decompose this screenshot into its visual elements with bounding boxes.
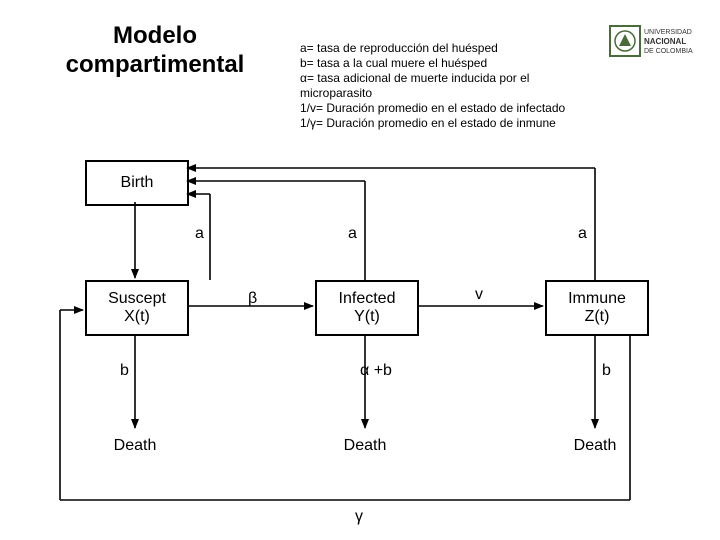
label-a1: a — [195, 225, 204, 243]
label-a2: a — [348, 225, 357, 243]
diagram-canvas: Modelo compartimental a= tasa de reprodu… — [0, 0, 720, 540]
page-title: Modelo compartimental — [40, 22, 270, 80]
svg-text:DE COLOMBIA: DE COLOMBIA — [644, 48, 693, 55]
death-node-2: Death — [315, 430, 415, 462]
title-text: Modelo compartimental — [66, 22, 245, 78]
parameter-description: a= tasa de reproducción del huésped b= t… — [300, 26, 600, 131]
susceptible-node: Suscept X(t) — [85, 280, 189, 336]
label-gamma: γ — [355, 508, 363, 526]
infected-line1: Infected — [339, 290, 396, 308]
label-a3: a — [578, 225, 587, 243]
death2-label: Death — [344, 437, 387, 455]
death-node-1: Death — [85, 430, 185, 462]
immune-node: Immune Z(t) — [545, 280, 649, 336]
suscept-line2: X(t) — [124, 308, 150, 326]
death3-label: Death — [574, 437, 617, 455]
svg-text:NACIONAL: NACIONAL — [644, 37, 686, 46]
label-v: v — [475, 286, 483, 304]
label-alpha-b: α +b — [360, 362, 392, 380]
label-beta: β — [248, 290, 257, 308]
infected-line2: Y(t) — [354, 308, 380, 326]
immune-line2: Z(t) — [585, 308, 610, 326]
label-b1: b — [120, 362, 129, 380]
birth-node: Birth — [85, 160, 189, 206]
death1-label: Death — [114, 437, 157, 455]
immune-line1: Immune — [568, 290, 626, 308]
svg-text:UNIVERSIDAD: UNIVERSIDAD — [644, 29, 692, 36]
death-node-3: Death — [545, 430, 645, 462]
suscept-line1: Suscept — [108, 290, 166, 308]
infected-node: Infected Y(t) — [315, 280, 419, 336]
description-text: a= tasa de reproducción del huésped b= t… — [300, 41, 565, 130]
university-logo: UNIVERSIDAD NACIONAL DE COLOMBIA — [608, 20, 710, 84]
label-b2: b — [602, 362, 611, 380]
birth-label: Birth — [121, 174, 154, 192]
